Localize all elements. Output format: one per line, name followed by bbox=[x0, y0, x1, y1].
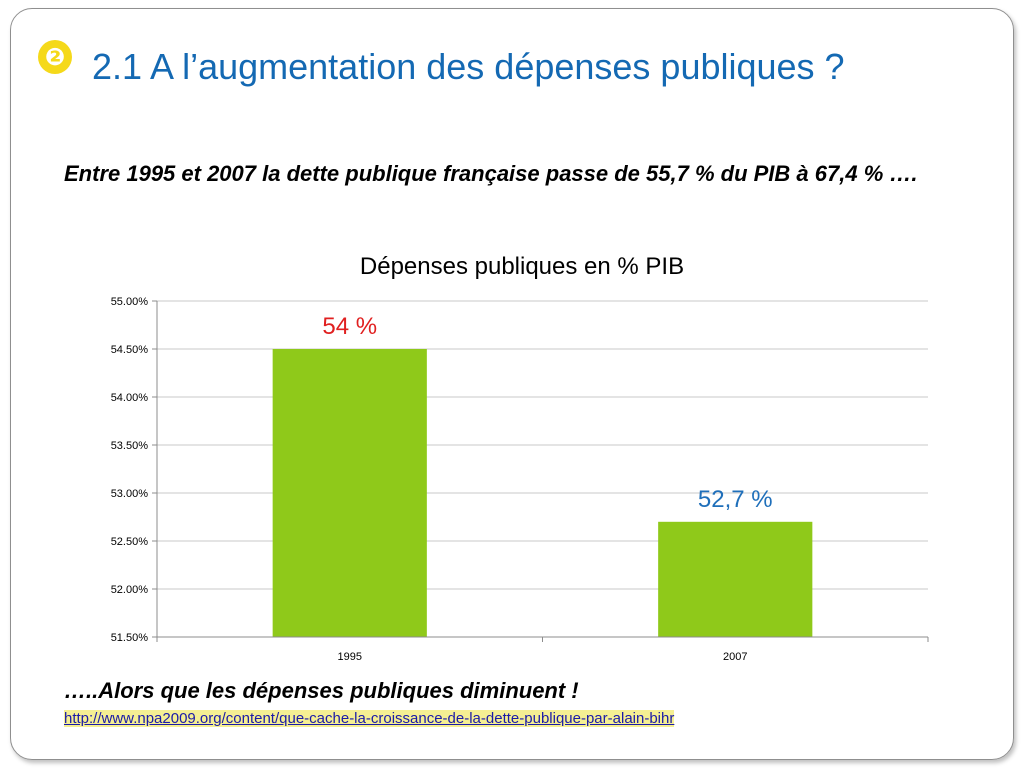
chart-axes bbox=[152, 300, 929, 642]
y-tick-label: 53.50% bbox=[111, 440, 149, 452]
slide-subtitle: Entre 1995 et 2007 la dette publique fra… bbox=[64, 161, 918, 186]
y-tick-label: 51.50% bbox=[111, 632, 149, 644]
x-tick-label: 1995 bbox=[338, 651, 362, 663]
bar-chart: Dépenses publiques en % PIB 51.50% 52.00%… bbox=[111, 253, 929, 663]
chart-bars bbox=[272, 349, 813, 637]
slide-frame bbox=[10, 8, 1014, 760]
bar-2007 bbox=[658, 521, 813, 637]
chart-title: Dépenses publiques en % PIB bbox=[360, 253, 684, 280]
y-tick-label: 53.00% bbox=[111, 488, 149, 500]
y-tick-label: 52.00% bbox=[111, 584, 149, 596]
y-tick-label: 55.00% bbox=[111, 296, 149, 308]
y-tick-label: 54.50% bbox=[111, 344, 149, 356]
footer-text: …..Alors que les dépenses publiques dimi… bbox=[64, 678, 579, 703]
y-tick-label: 52.50% bbox=[111, 536, 149, 548]
bar-1995 bbox=[272, 349, 427, 637]
data-label-1995: 54 % bbox=[322, 313, 377, 340]
slide-title: 2.1 A l’augmentation des dépenses publiq… bbox=[92, 46, 845, 87]
data-label-2007: 52,7 % bbox=[698, 486, 773, 513]
x-tick-label: 2007 bbox=[723, 651, 747, 663]
number-badge: ❷ bbox=[38, 40, 72, 74]
y-tick-label: 54.00% bbox=[111, 392, 149, 404]
chart-labels: 51.50% 52.00% 52.50% 53.00% 53.50% 54.00% 54.5… bbox=[111, 296, 773, 663]
source-link[interactable]: http://www.npa2009.org/content/que-cache… bbox=[64, 710, 675, 727]
